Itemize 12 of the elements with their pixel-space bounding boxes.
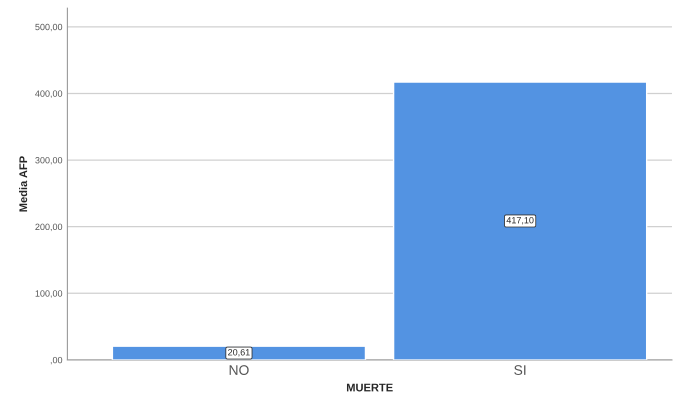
data-label: 20,61 bbox=[228, 349, 250, 357]
x-tick-label: SI bbox=[514, 365, 526, 375]
y-tick-label: 300,00 bbox=[35, 157, 62, 164]
data-label: 417,10 bbox=[506, 217, 534, 224]
x-tick-label: NO bbox=[230, 365, 249, 375]
y-tick-label: ,00 bbox=[50, 356, 62, 364]
y-axis-title: Media AFP bbox=[19, 156, 28, 212]
y-tick-label: 400,00 bbox=[35, 90, 62, 98]
y-tick-label: 200,00 bbox=[35, 224, 62, 232]
x-axis-title: MUERTE bbox=[346, 384, 393, 392]
y-tick-label: 100,00 bbox=[36, 290, 62, 298]
y-tick-label: 500,00 bbox=[35, 24, 62, 32]
